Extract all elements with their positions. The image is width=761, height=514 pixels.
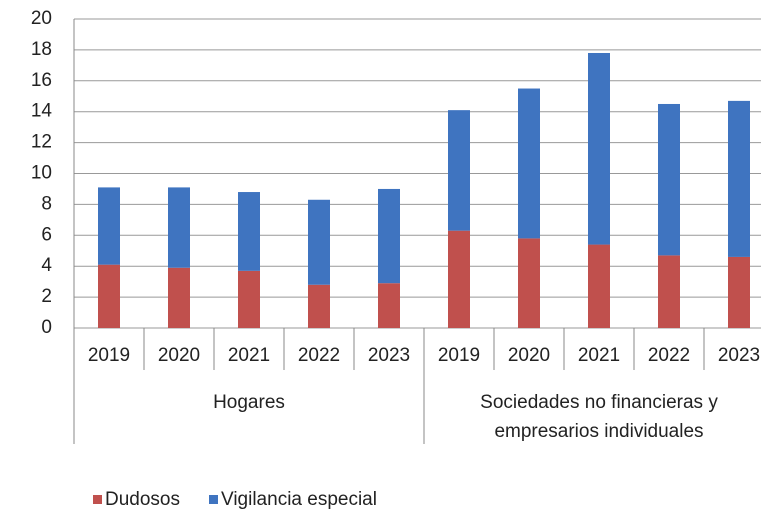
y-tick-label: 12 — [31, 132, 52, 153]
legend-swatch — [93, 495, 102, 504]
bar-segment — [168, 187, 190, 268]
bar-segment — [728, 256, 750, 328]
bar-segment — [728, 100, 750, 257]
x-tick-label: 2023 — [718, 345, 760, 366]
x-tick-label: 2023 — [368, 345, 410, 366]
bar-segment — [588, 52, 610, 245]
bar-segment — [518, 238, 540, 328]
x-tick-label: 2021 — [578, 345, 620, 366]
bar-segment — [658, 103, 680, 256]
y-tick-label: 14 — [31, 101, 53, 122]
group-label: Sociedades no financieras y — [480, 392, 718, 413]
bar-segment — [308, 284, 330, 328]
x-tick-label: 2022 — [298, 345, 340, 366]
bar-segment — [378, 188, 400, 284]
bar-segment — [658, 255, 680, 328]
legend-swatch — [209, 495, 218, 504]
x-tick-label: 2019 — [88, 345, 130, 366]
x-tick-label: 2022 — [648, 345, 690, 366]
y-tick-label: 6 — [41, 224, 52, 245]
x-tick-label: 2021 — [228, 345, 270, 366]
y-tick-label: 18 — [31, 39, 52, 60]
legend-label: Vigilancia especial — [221, 489, 377, 510]
bar-segment — [168, 267, 190, 328]
bar-segment — [378, 283, 400, 328]
bar-segment — [518, 88, 540, 239]
legend-label: Dudosos — [105, 489, 180, 510]
bar-segment — [448, 110, 470, 231]
bar-segment — [238, 192, 260, 271]
y-tick-label: 10 — [31, 163, 52, 184]
y-tick-label: 20 — [31, 8, 52, 29]
bar-segment — [588, 244, 610, 328]
bar-segment — [98, 187, 120, 265]
y-tick-label: 0 — [41, 317, 52, 338]
x-tick-label: 2020 — [508, 345, 550, 366]
x-tick-label: 2019 — [438, 345, 480, 366]
x-tick-label: 2020 — [158, 345, 200, 366]
bar-segment — [448, 230, 470, 328]
y-tick-label: 16 — [31, 70, 52, 91]
group-label: empresarios individuales — [494, 421, 703, 442]
y-tick-label: 4 — [41, 255, 52, 276]
bar-segment — [98, 264, 120, 328]
bar-segment — [308, 199, 330, 285]
group-label: Hogares — [213, 392, 285, 413]
y-tick-label: 8 — [41, 193, 52, 214]
y-tick-label: 2 — [41, 286, 52, 307]
bar-segment — [238, 270, 260, 328]
